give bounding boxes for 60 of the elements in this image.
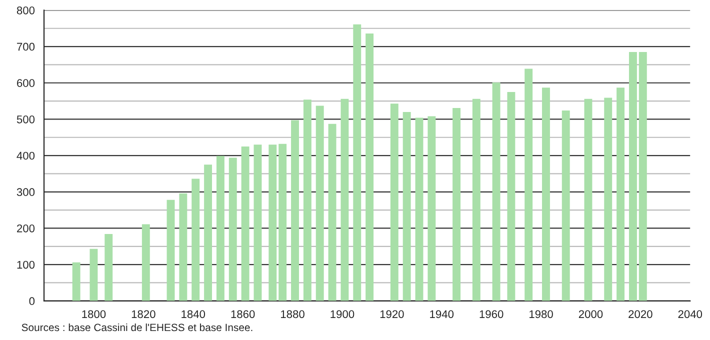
- bar: [353, 24, 362, 301]
- bar: [584, 98, 592, 301]
- bar: [402, 112, 411, 301]
- y-tick-label: 100: [17, 260, 35, 269]
- bar: [472, 98, 480, 301]
- y-tick-label: 500: [16, 115, 35, 124]
- bar: [216, 156, 224, 301]
- source-note: Sources : base Cassini de l'EHESS et base Insee.: [22, 323, 252, 332]
- bar: [452, 108, 461, 301]
- y-tick-label: 600: [17, 79, 35, 88]
- bar: [524, 68, 533, 301]
- bar: [604, 98, 612, 301]
- x-tick-label: 1840: [182, 310, 206, 318]
- bar: [228, 158, 237, 301]
- x-tick-label: 1820: [132, 310, 156, 318]
- bar: [192, 178, 200, 301]
- x-tick-label: 1860: [231, 310, 255, 318]
- y-tick-label: 800: [16, 6, 35, 14]
- bar: [316, 106, 324, 301]
- bar: [90, 248, 98, 301]
- bar: [415, 118, 424, 301]
- y-tick-label: 0: [29, 297, 35, 306]
- bar: [562, 110, 570, 301]
- y-tick-label: 300: [16, 188, 35, 196]
- bar: [291, 120, 299, 301]
- bar: [166, 200, 175, 301]
- bar: [340, 98, 349, 301]
- x-tick-label: 2040: [678, 310, 702, 318]
- bar: [204, 164, 212, 301]
- y-tick-label: 200: [17, 224, 35, 232]
- bar: [303, 100, 312, 301]
- bar: [366, 33, 374, 301]
- bar: [390, 104, 398, 301]
- x-tick-label: 2000: [578, 310, 603, 318]
- x-tick-label: 1920: [380, 310, 404, 318]
- bar: [616, 88, 625, 301]
- x-tick-label: 1900: [330, 310, 354, 318]
- x-tick-label: 1800: [82, 310, 106, 318]
- bar: [72, 262, 80, 301]
- bar: [278, 144, 287, 301]
- x-tick-label: 1960: [480, 310, 504, 318]
- bar: [268, 144, 277, 301]
- bar: [254, 144, 262, 301]
- bar: [104, 234, 113, 301]
- y-tick-label: 400: [16, 152, 35, 160]
- bar: [142, 224, 150, 301]
- x-tick-label: 1880: [281, 310, 304, 318]
- bar: [628, 52, 637, 301]
- bar: [492, 82, 500, 301]
- x-tick-label: 1980: [530, 310, 553, 318]
- bar: [507, 92, 516, 301]
- x-tick-label: 2020: [628, 310, 652, 318]
- bar: [179, 193, 188, 301]
- bar: [542, 88, 550, 301]
- y-tick-label: 700: [17, 42, 35, 51]
- bar: [428, 116, 436, 301]
- bar: [328, 124, 336, 301]
- bar: [638, 52, 647, 301]
- bar: [241, 146, 250, 301]
- x-tick-label: 1940: [430, 310, 454, 318]
